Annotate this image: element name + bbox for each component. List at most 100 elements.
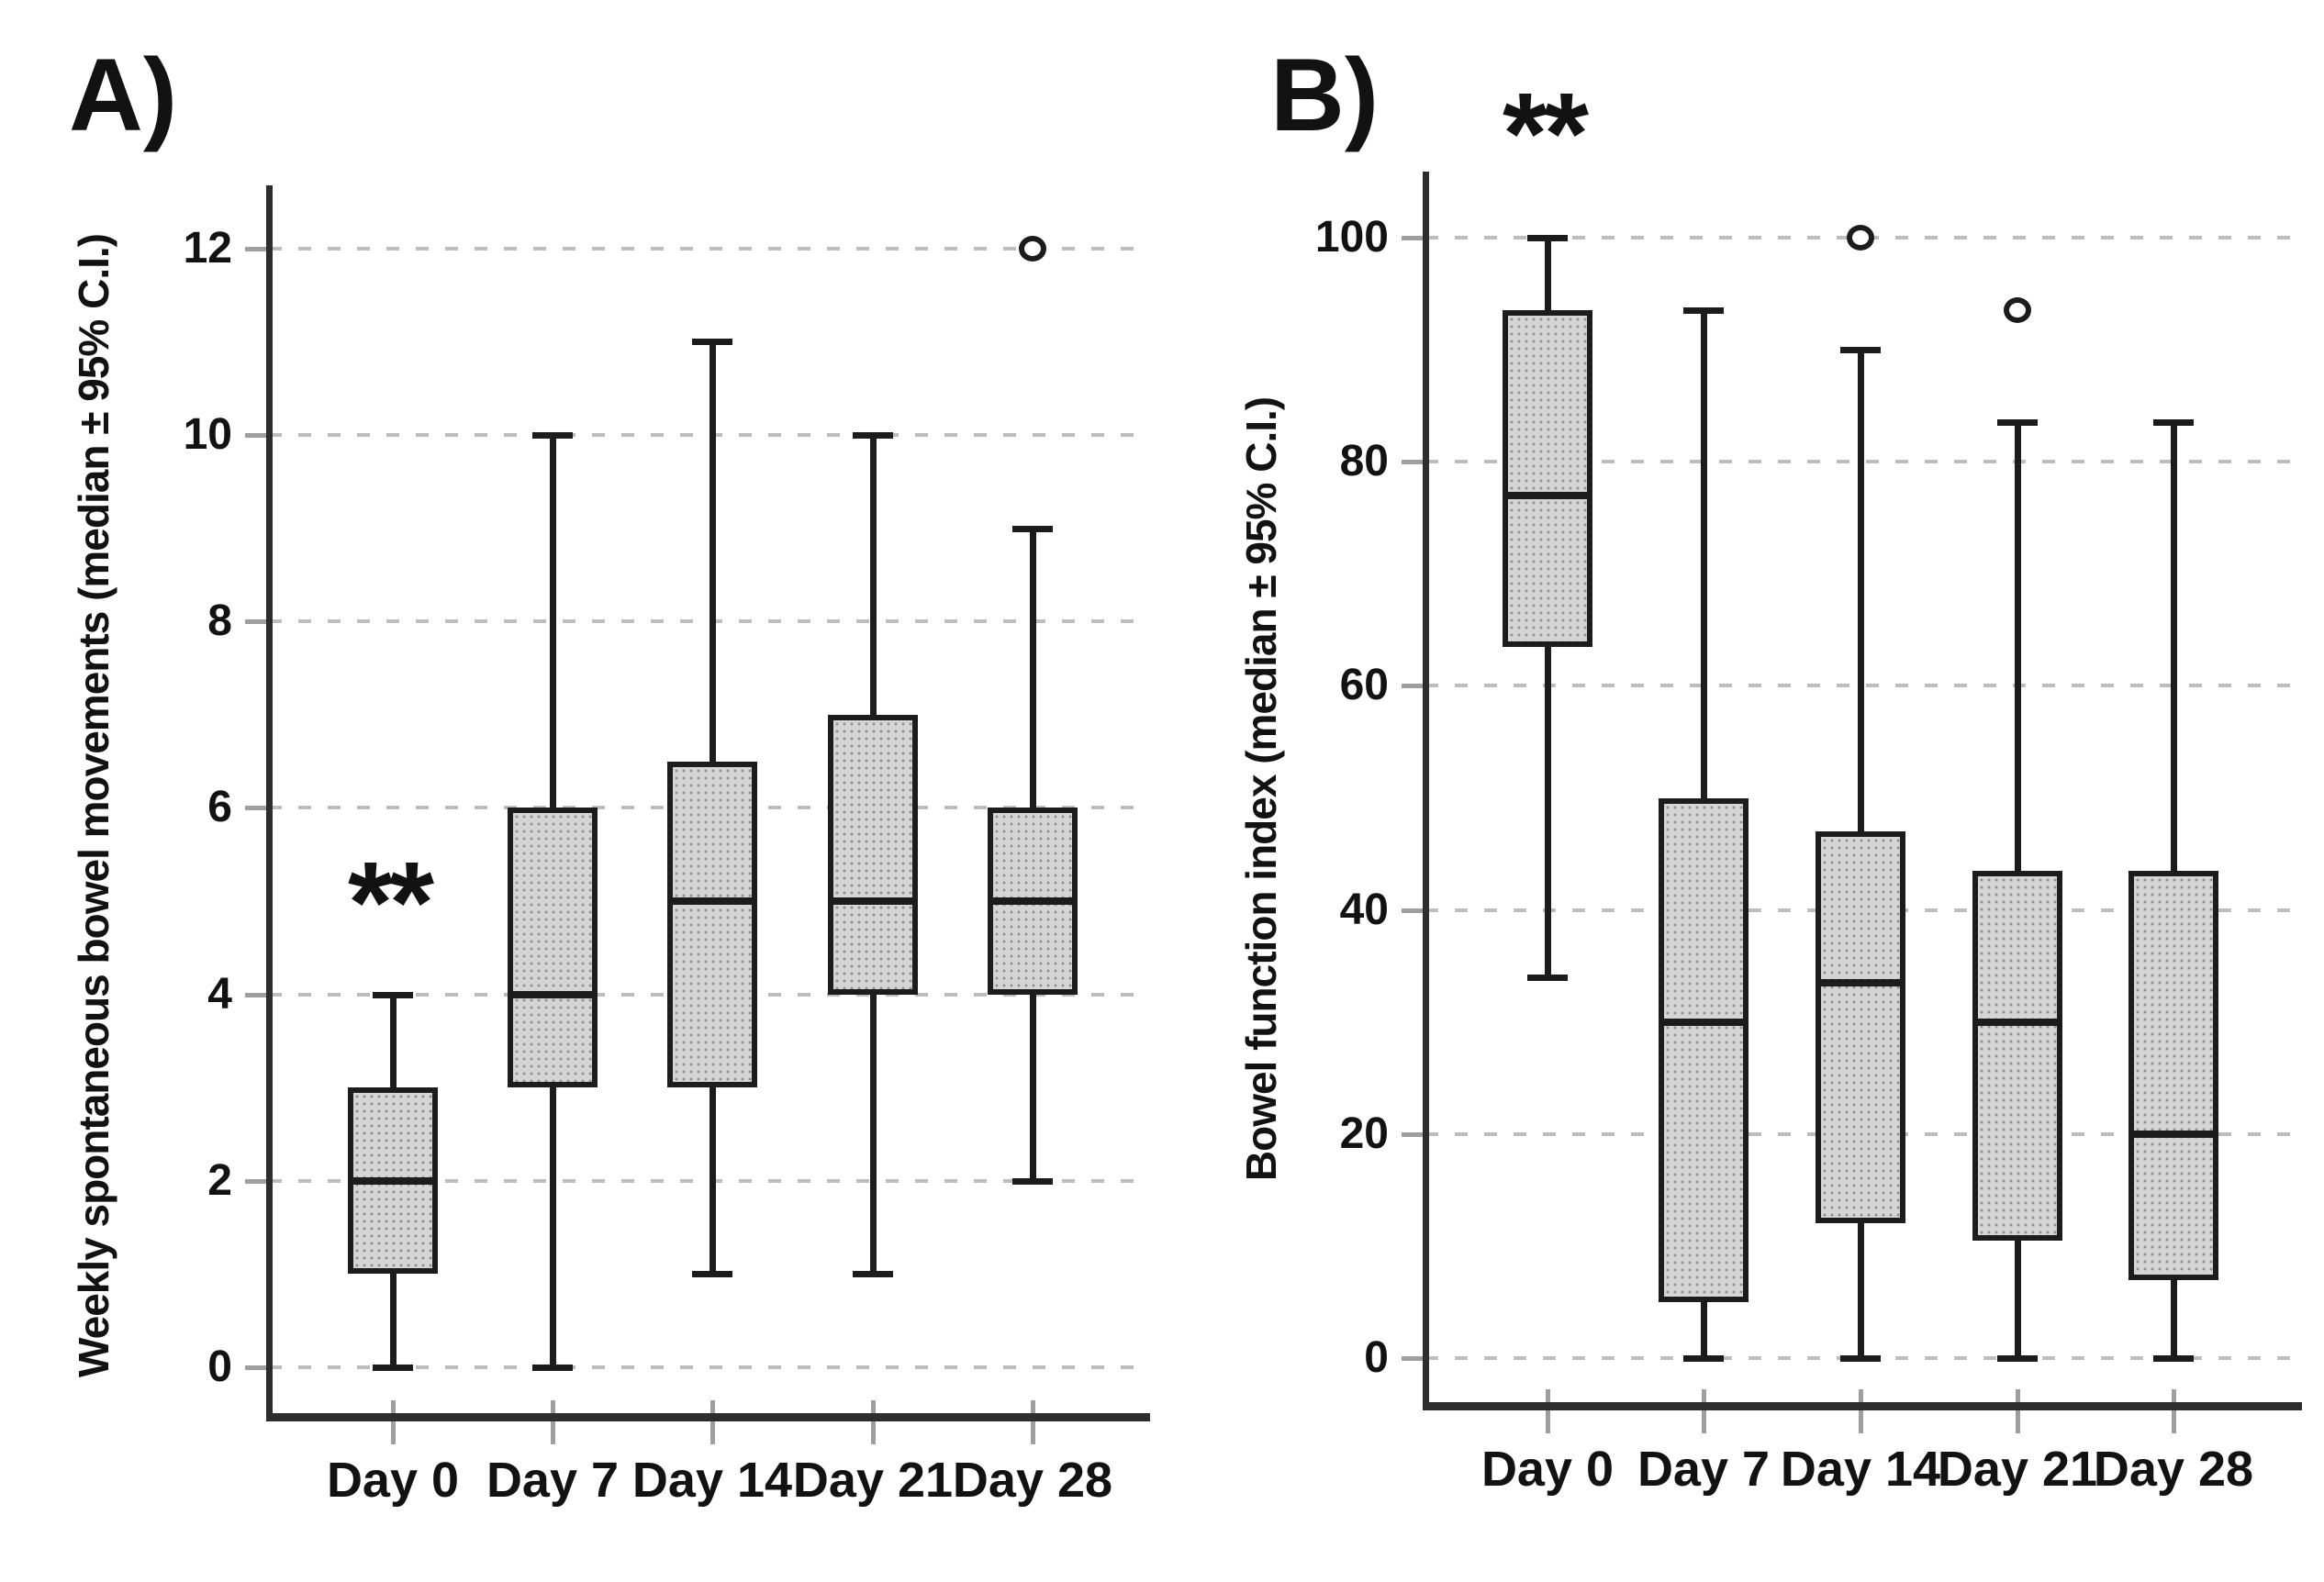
xtick-day-28 — [2172, 1389, 2176, 1433]
x-axis-line — [266, 1413, 1150, 1421]
whisker-cap-bottom-day-21 — [1997, 1355, 2038, 1362]
box-day-7 — [1659, 797, 1749, 1302]
ytick-label-4: 4 — [207, 969, 232, 1019]
whisker-cap-bottom-day-21 — [853, 1271, 893, 1278]
ytick-0 — [1402, 1356, 1425, 1361]
ytick-label-60: 60 — [1339, 661, 1389, 710]
xtick-day-21 — [871, 1400, 876, 1444]
xtick-day-0 — [1546, 1389, 1550, 1433]
whisker-cap-top-day-0 — [373, 991, 413, 998]
xtick-day-21 — [2016, 1389, 2020, 1433]
ytick-label-0: 0 — [1364, 1333, 1389, 1382]
whisker-cap-top-day-21 — [853, 432, 893, 439]
ytick-40 — [1402, 908, 1425, 913]
panel-b-label: B) — [1270, 38, 1380, 152]
whisker-cap-top-day-28 — [2153, 419, 2194, 427]
median-day-14 — [1819, 978, 1902, 986]
whisker-cap-bottom-day-28 — [2153, 1355, 2194, 1362]
outlier-day-28-12 — [1019, 235, 1046, 262]
ytick-label-8: 8 — [207, 596, 232, 646]
ytick-20 — [1402, 1131, 1425, 1137]
ytick-label-10: 10 — [183, 410, 232, 459]
median-day-21 — [1976, 1018, 2059, 1026]
ytick-label-80: 80 — [1339, 437, 1389, 486]
xtick-day-7 — [1702, 1389, 1706, 1433]
x-label-day-28: Day 28 — [2093, 1442, 2254, 1497]
x-label-day-14: Day 14 — [1780, 1442, 1941, 1497]
whisker-cap-bottom-day-7 — [532, 1365, 573, 1371]
median-day-28 — [991, 897, 1074, 905]
xtick-day-7 — [551, 1400, 555, 1444]
whisker-cap-top-day-0 — [1527, 235, 1568, 241]
x-label-day-0: Day 0 — [326, 1453, 460, 1508]
ytick-label-100: 100 — [1314, 213, 1389, 262]
y-axis-line — [266, 185, 273, 1420]
median-day-0 — [352, 1176, 434, 1185]
gridline-y-8 — [269, 619, 1147, 624]
whisker-cap-bottom-day-14 — [1840, 1355, 1881, 1362]
xtick-day-14 — [710, 1400, 715, 1444]
panel-a-label: A) — [69, 38, 178, 152]
ytick-label-12: 12 — [183, 223, 232, 273]
whisker-cap-top-day-7 — [532, 432, 573, 439]
box-day-14 — [667, 761, 757, 1088]
outlier-day-21-93.5 — [2004, 297, 2031, 324]
x-label-day-21: Day 21 — [792, 1453, 954, 1508]
median-day-0 — [1506, 491, 1589, 499]
ytick-60 — [1402, 684, 1425, 689]
x-axis-line — [1423, 1402, 2302, 1410]
box-day-0 — [1503, 310, 1592, 647]
ytick-100 — [1402, 236, 1425, 240]
y-axis-line — [1423, 172, 1429, 1409]
box-day-21 — [828, 714, 918, 995]
box-day-7 — [508, 808, 598, 1088]
x-label-day-28: Day 28 — [952, 1453, 1113, 1508]
median-day-14 — [671, 897, 754, 905]
whisker-cap-bottom-day-0 — [1527, 974, 1568, 981]
ytick-label-2: 2 — [207, 1155, 232, 1205]
x-label-day-7: Day 7 — [486, 1453, 620, 1508]
ytick-12 — [245, 246, 269, 251]
x-label-day-7: Day 7 — [1637, 1442, 1771, 1497]
median-day-7 — [1662, 1018, 1745, 1026]
whisker-cap-top-day-21 — [1997, 419, 2038, 427]
median-day-21 — [832, 897, 914, 905]
ytick-6 — [245, 806, 269, 811]
gridline-y-10 — [269, 433, 1147, 437]
whisker-cap-top-day-14 — [692, 339, 732, 346]
median-day-28 — [2132, 1130, 2215, 1138]
significance-asterisks-day-0: ** — [347, 838, 434, 968]
gridline-y-2 — [269, 1178, 1147, 1183]
gridline-y-12 — [269, 246, 1147, 251]
x-label-day-21: Day 21 — [1937, 1442, 2098, 1497]
ytick-0 — [245, 1365, 269, 1370]
xtick-day-14 — [1859, 1389, 1863, 1433]
whisker-cap-top-day-7 — [1683, 307, 1724, 315]
xtick-day-28 — [1031, 1400, 1035, 1444]
ytick-4 — [245, 992, 269, 997]
box-day-14 — [1816, 831, 1905, 1224]
ytick-80 — [1402, 460, 1425, 465]
ytick-label-40: 40 — [1339, 885, 1389, 934]
whisker-cap-top-day-28 — [1012, 525, 1053, 532]
x-label-day-14: Day 14 — [631, 1453, 793, 1508]
ytick-label-20: 20 — [1339, 1109, 1389, 1158]
xtick-day-0 — [391, 1400, 396, 1444]
panel-b-y-axis-title: Bowel function index (median ± 95% C.I.) — [1237, 396, 1285, 1182]
whisker-cap-bottom-day-7 — [1683, 1355, 1724, 1362]
gridline-y-0 — [269, 1365, 1147, 1369]
ytick-label-0: 0 — [207, 1342, 232, 1391]
box-day-21 — [1972, 870, 2062, 1241]
whisker-cap-top-day-14 — [1840, 347, 1881, 354]
whisker-cap-bottom-day-0 — [373, 1365, 413, 1371]
ytick-2 — [245, 1178, 269, 1184]
outlier-day-14-100 — [1847, 225, 1874, 251]
whisker-cap-bottom-day-14 — [692, 1271, 732, 1278]
ytick-8 — [245, 619, 269, 625]
x-label-day-0: Day 0 — [1480, 1442, 1615, 1497]
ytick-10 — [245, 433, 269, 438]
ytick-label-6: 6 — [207, 783, 232, 832]
